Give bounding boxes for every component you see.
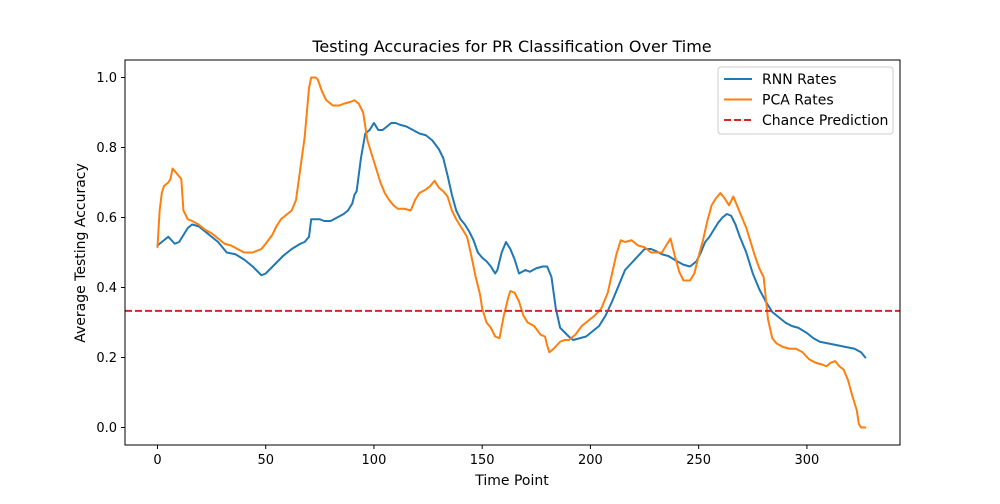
series-line-pca-rates <box>156 76 867 429</box>
y-tick-label: 0.2 <box>96 351 117 366</box>
y-tick-label: 0.6 <box>96 211 117 226</box>
legend-label-chance-prediction: Chance Prediction <box>762 113 888 129</box>
legend-box <box>717 66 894 135</box>
y-axis-label: Average Testing Accuracy <box>73 163 89 343</box>
plot-area: 0 50 100 150 200 250 300 0.0 0.2 0.4 0.6 0.8 1.0 <box>96 59 901 468</box>
y-tick-label: 1.0 <box>96 71 117 86</box>
chart-title: Testing Accuracies for PR Classification… <box>311 37 711 56</box>
series-group <box>125 76 900 429</box>
axes-frame <box>124 59 901 446</box>
series-line-rnn-rates <box>156 122 867 359</box>
legend-label-rnn-rates: RNN Rates <box>762 72 837 88</box>
x-tick-label: 250 <box>686 453 711 468</box>
y-tick-label: 0.4 <box>96 281 117 296</box>
x-tick-label: 50 <box>257 453 274 468</box>
x-tick-label: 100 <box>362 453 387 468</box>
x-tick-label: 0 <box>153 453 161 468</box>
y-tick-label: 0.8 <box>96 141 117 156</box>
legend: RNN Rates PCA Rates Chance Prediction <box>717 66 894 135</box>
x-tick-label: 300 <box>794 453 819 468</box>
x-tick-label: 150 <box>470 453 495 468</box>
x-axis-label: Time Point <box>474 473 549 489</box>
y-tick-label: 0.0 <box>96 421 117 436</box>
legend-label-pca-rates: PCA Rates <box>762 93 834 109</box>
x-tick-label: 200 <box>578 453 603 468</box>
